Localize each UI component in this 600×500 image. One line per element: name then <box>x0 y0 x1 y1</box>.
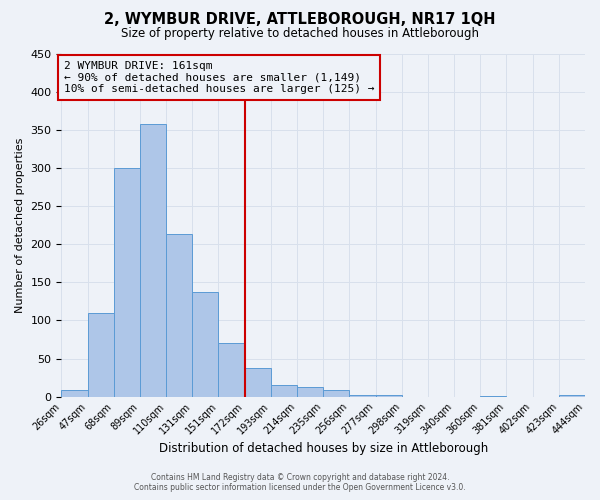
Bar <box>61 390 88 396</box>
Bar <box>376 395 402 396</box>
Bar <box>88 313 114 396</box>
Text: Size of property relative to detached houses in Attleborough: Size of property relative to detached ho… <box>121 28 479 40</box>
Bar <box>271 385 297 396</box>
Bar <box>349 395 376 396</box>
Bar <box>323 390 349 396</box>
Bar <box>166 234 193 396</box>
X-axis label: Distribution of detached houses by size in Attleborough: Distribution of detached houses by size … <box>158 442 488 455</box>
Bar <box>193 292 218 397</box>
Text: 2, WYMBUR DRIVE, ATTLEBOROUGH, NR17 1QH: 2, WYMBUR DRIVE, ATTLEBOROUGH, NR17 1QH <box>104 12 496 28</box>
Y-axis label: Number of detached properties: Number of detached properties <box>15 138 25 313</box>
Bar <box>559 395 585 396</box>
Bar <box>140 124 166 396</box>
Bar <box>218 344 245 396</box>
Text: Contains HM Land Registry data © Crown copyright and database right 2024.
Contai: Contains HM Land Registry data © Crown c… <box>134 473 466 492</box>
Bar <box>114 168 140 396</box>
Bar <box>245 368 271 396</box>
Bar <box>297 388 323 396</box>
Text: 2 WYMBUR DRIVE: 161sqm
← 90% of detached houses are smaller (1,149)
10% of semi-: 2 WYMBUR DRIVE: 161sqm ← 90% of detached… <box>64 61 374 94</box>
